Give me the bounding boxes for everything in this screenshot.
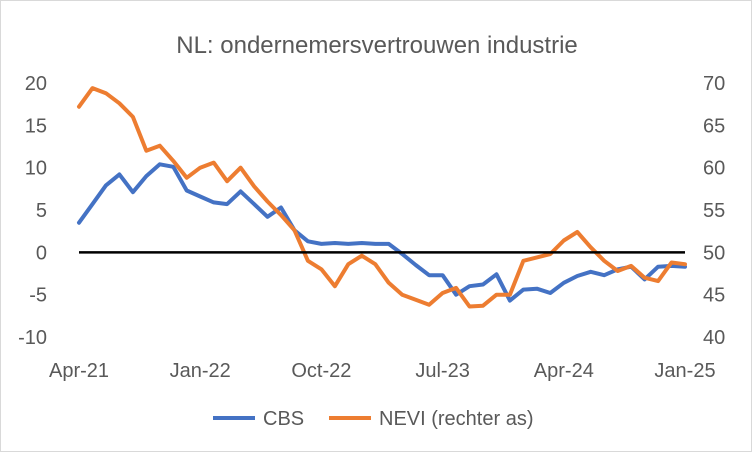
legend-label-nevi: NEVI (rechter as) [379,408,533,430]
right-axis-tick-label: 40 [703,327,725,349]
right-axis-tick-label: 50 [703,242,725,264]
x-axis-tick-label: Jul-23 [415,360,469,382]
legend: CBS NEVI (rechter as) [213,408,533,430]
left-axis-tick-label: 0 [36,242,47,264]
chart-title: NL: ondernemersvertrouwen industrie [176,32,578,59]
legend-label-cbs: CBS [263,408,304,430]
left-axis-tick-label: 10 [25,158,47,180]
left-axis-tick-label: 5 [36,200,47,222]
left-axis-tick-label: -10 [18,327,47,349]
x-axis-tick-label: Jan-22 [170,360,231,382]
x-axis-ticks: Apr-21 Jan-22 Oct-22 Jul-23 Apr-24 Jan-25 [49,360,716,382]
left-axis-tick-label: 20 [25,73,47,95]
series-layer [77,86,687,309]
series-line-cbs [77,162,687,303]
right-axis-tick-label: 70 [703,73,725,95]
x-axis-tick-label: Apr-24 [534,360,594,382]
x-axis-tick-label: Oct-22 [291,360,351,382]
left-axis-tick-label: -5 [29,285,47,307]
left-axis-ticks: 20 15 10 5 0 -5 -10 [18,73,47,349]
right-axis-tick-label: 45 [703,285,725,307]
x-axis-tick-label: Jan-25 [654,360,715,382]
series-line-nevi [77,86,687,309]
right-axis-tick-label: 65 [703,115,725,137]
x-axis-tick-label: Apr-21 [49,360,109,382]
left-axis-tick-label: 15 [25,115,47,137]
right-axis-tick-label: 55 [703,200,725,222]
right-axis-tick-label: 60 [703,158,725,180]
right-axis-ticks: 70 65 60 55 50 45 40 [703,73,725,349]
